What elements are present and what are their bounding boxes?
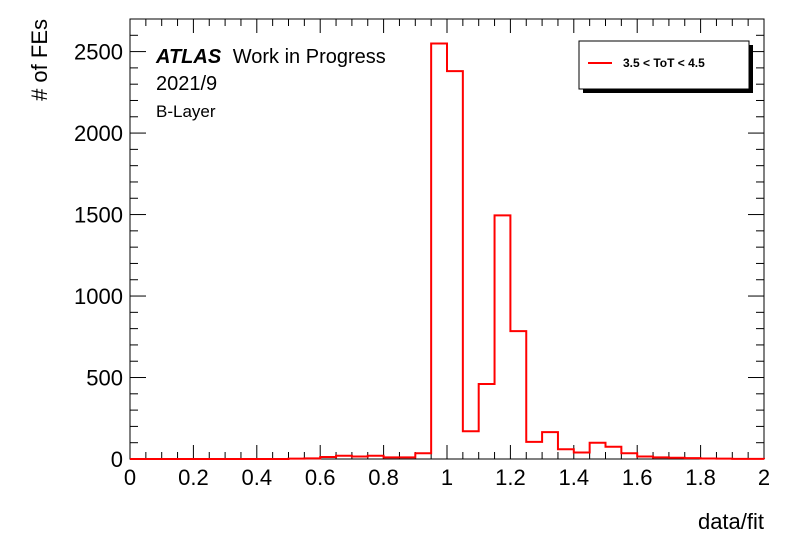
x-tick-label: 0.6 [305,465,336,490]
y-tick-label: 0 [111,447,123,472]
x-tick-label: 2 [758,465,770,490]
y-tick-label: 2500 [74,40,123,65]
x-tick-label: 0.8 [368,465,399,490]
atlas-status-label: Work in Progress [233,46,386,68]
y-axis-title: # of FEs [27,19,52,101]
x-tick-label: 0.2 [178,465,209,490]
svg-text:ATLAS Work in Progress: ATLAS Work in Progress [155,46,386,68]
x-axis-tick-labels: 0 0.2 0.4 0.6 0.8 1 1.2 1.4 1.6 1.8 2 [124,465,770,490]
x-axis-title: data/fit [698,509,764,534]
y-tick-label: 1500 [74,203,123,228]
y-axis-tick-labels: 0 500 1000 1500 2000 2500 [74,40,123,472]
x-tick-label: 0.4 [242,465,273,490]
legend: 3.5 < ToT < 4.5 [578,40,753,93]
y-tick-label: 2000 [74,121,123,146]
x-tick-label: 1.8 [685,465,716,490]
legend-box [578,40,750,90]
y-tick-label: 500 [86,366,123,391]
x-tick-label: 1.4 [559,465,590,490]
x-tick-label: 0 [124,465,136,490]
x-tick-label: 1.6 [622,465,653,490]
histogram-series-line [130,42,765,460]
y-tick-label: 1000 [74,284,123,309]
atlas-experiment-label: ATLAS [155,46,222,68]
layer-label: B-Layer [156,102,216,121]
date-label: 2021/9 [156,73,217,95]
atlas-label: ATLAS Work in Progress [155,46,386,68]
x-tick-label: 1.2 [495,465,526,490]
legend-entry-label: 3.5 < ToT < 4.5 [623,56,705,70]
x-tick-label: 1 [441,465,453,490]
